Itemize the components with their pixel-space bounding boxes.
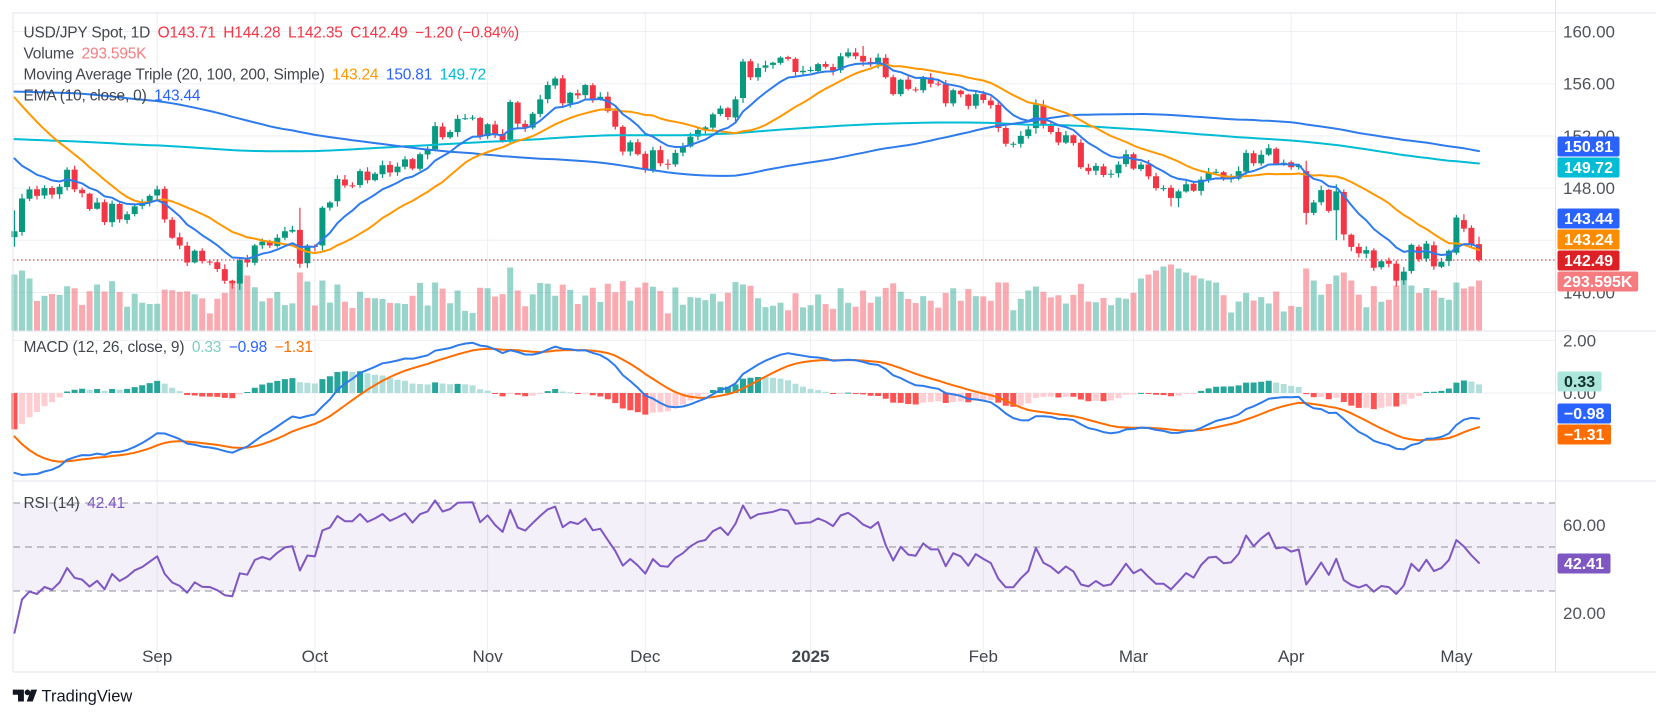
svg-text:Nov: Nov	[472, 647, 503, 666]
svg-text:May: May	[1440, 647, 1473, 666]
svg-text:Moving Average Triple (20, 100: Moving Average Triple (20, 100, 200, Sim…	[24, 67, 486, 84]
svg-text:142.49: 142.49	[1564, 253, 1613, 270]
svg-text:60.00: 60.00	[1563, 516, 1606, 535]
svg-text:−0.98: −0.98	[1564, 406, 1605, 423]
svg-text:Volume 293.595K: Volume 293.595K	[24, 46, 148, 63]
svg-text:150.81: 150.81	[1564, 139, 1613, 156]
svg-text:Apr: Apr	[1278, 647, 1305, 666]
svg-text:Feb: Feb	[969, 647, 998, 666]
svg-text:148.00: 148.00	[1563, 179, 1615, 198]
svg-text:Oct: Oct	[302, 647, 329, 666]
svg-text:143.24: 143.24	[1564, 232, 1613, 249]
svg-text:Mar: Mar	[1119, 647, 1149, 666]
svg-text:TradingView: TradingView	[42, 688, 133, 706]
svg-text:2.00: 2.00	[1563, 331, 1596, 350]
svg-text:0.33: 0.33	[1564, 374, 1595, 391]
svg-text:−1.31: −1.31	[1564, 427, 1605, 444]
svg-text:293.595K: 293.595K	[1563, 274, 1633, 291]
svg-text:Sep: Sep	[142, 647, 172, 666]
svg-text:42.41: 42.41	[1564, 556, 1604, 573]
svg-text:MACD (12, 26, close, 9) 0.33 −: MACD (12, 26, close, 9) 0.33 −0.98 −1.31	[24, 339, 313, 356]
svg-text:RSI (14) 42.41: RSI (14) 42.41	[24, 495, 125, 512]
svg-text:20.00: 20.00	[1563, 604, 1606, 623]
svg-text:149.72: 149.72	[1564, 160, 1613, 177]
svg-text:EMA (10, close, 0) 143.44: EMA (10, close, 0) 143.44	[24, 88, 201, 105]
svg-text:156.00: 156.00	[1563, 75, 1615, 94]
svg-text:143.44: 143.44	[1564, 211, 1613, 228]
svg-text:160.00: 160.00	[1563, 23, 1615, 42]
svg-text:Dec: Dec	[630, 647, 661, 666]
svg-text:USD/JPY Spot, 1D O143.71 H144.: USD/JPY Spot, 1D O143.71 H144.28 L142.35…	[24, 25, 520, 42]
svg-text:2025: 2025	[792, 647, 830, 666]
